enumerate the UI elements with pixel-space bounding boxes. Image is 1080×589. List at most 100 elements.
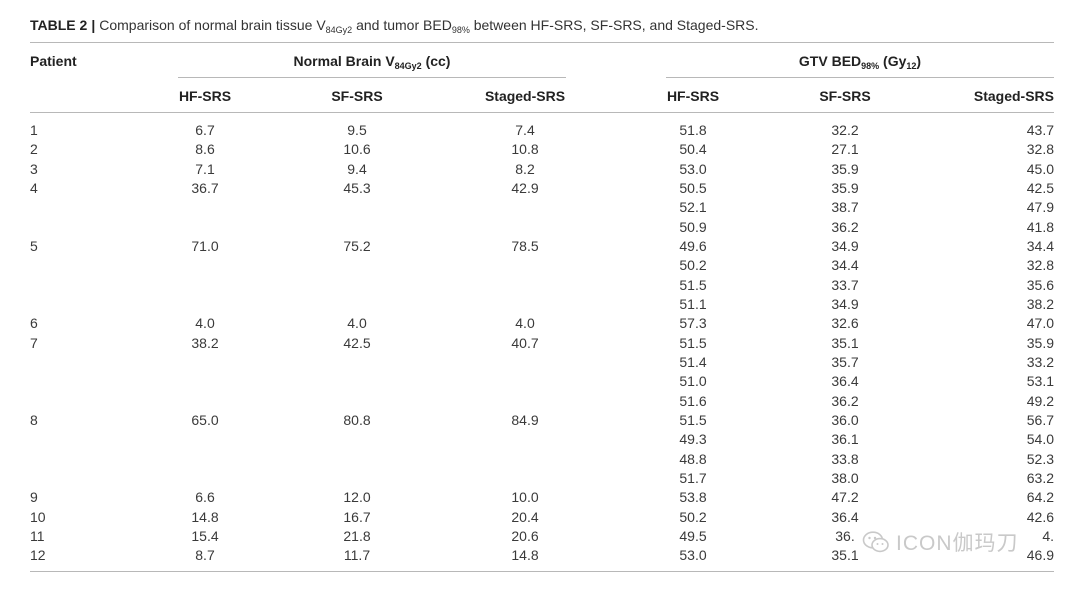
cell-gtv-staged-srs: 41.8 [1026, 218, 1054, 235]
cell-nb-staged-srs: 78.5 [511, 238, 539, 254]
cell-nb-staged-srs: 42.9 [511, 180, 539, 196]
cell-gtv-hf-srs: 53.8 [679, 489, 707, 506]
cell-gtv-sf-srs: 38.7 [831, 199, 859, 216]
header-normal-brain-sub: 84Gy2 [394, 61, 422, 71]
cell-gtv-sf-srs: 33.8 [831, 450, 859, 467]
cell-nb-hf-srs: 6.7 [195, 122, 215, 138]
cell-gtv-staged-srs: 53.1 [1026, 373, 1054, 390]
cell-gtv-sf-srs: 35.1 [831, 334, 859, 351]
cell-patient: 12 [30, 547, 46, 564]
caption-separator: | [91, 17, 96, 33]
cell-gtv-staged-srs: 45.0 [1026, 160, 1054, 177]
watermark-text: ICON伽玛刀 [896, 532, 1019, 555]
cell-gtv-hf-srs: 53.0 [679, 160, 707, 177]
gtv-group-rule [666, 77, 1054, 78]
cell-gtv-staged-srs: 43.7 [1026, 122, 1054, 138]
cell-nb-sf-srs: 4.0 [347, 315, 367, 332]
cell-nb-staged-srs: 10.0 [511, 489, 539, 506]
cell-nb-sf-srs: 12.0 [343, 489, 371, 506]
cell-nb-sf-srs: 10.6 [343, 141, 371, 158]
header-gtv-prefix: GTV BED [798, 53, 862, 69]
cell-gtv-hf-srs: 50.4 [679, 141, 707, 158]
cell-gtv-hf-srs: 51.0 [679, 373, 707, 390]
caption-text-1: Comparison of normal brain tissue V [99, 17, 326, 33]
cell-gtv-hf-srs: 50.2 [679, 257, 707, 274]
cell-gtv-sf-srs: 36. [835, 527, 855, 544]
cell-gtv-hf-srs: 49.6 [679, 238, 707, 254]
cell-nb-hf-srs: 65.0 [191, 411, 219, 428]
cell-nb-staged-srs: 40.7 [511, 334, 539, 351]
cell-nb-sf-srs: 21.8 [343, 527, 371, 544]
cell-nb-sf-srs: 16.7 [343, 508, 371, 525]
cell-nb-hf-srs: 8.6 [195, 141, 215, 158]
cell-gtv-hf-srs: 51.4 [679, 354, 707, 370]
header-gtv-suffix: ) [916, 53, 922, 69]
cell-gtv-staged-srs: 34.4 [1026, 238, 1054, 254]
cell-gtv-staged-srs: 52.3 [1026, 450, 1054, 467]
cell-patient: 8 [30, 411, 38, 428]
cell-nb-staged-srs: 20.4 [511, 508, 539, 525]
cell-patient: 6 [30, 315, 38, 332]
wechat-logo-icon [862, 530, 890, 554]
cell-nb-staged-srs: 14.8 [511, 547, 539, 564]
cell-nb-staged-srs: 8.2 [515, 160, 535, 177]
cell-nb-staged-srs: 84.9 [511, 411, 539, 428]
cell-nb-hf-srs: 6.6 [195, 489, 215, 506]
cell-gtv-sf-srs: 38.0 [831, 469, 859, 486]
cell-gtv-sf-srs: 36.4 [831, 373, 859, 390]
watermark: ICON伽玛刀 [862, 530, 1019, 555]
cell-nb-sf-srs: 9.4 [347, 160, 367, 177]
header-gtv-mid: (Gy [879, 53, 907, 69]
cell-gtv-sf-srs: 27.1 [831, 141, 859, 158]
header-patient: Patient [30, 53, 77, 69]
cell-nb-staged-srs: 7.4 [515, 122, 535, 138]
cell-gtv-hf-srs: 52.1 [679, 199, 707, 216]
cell-gtv-sf-srs: 34.9 [831, 296, 859, 312]
cell-gtv-hf-srs: 50.9 [679, 218, 707, 235]
cell-gtv-hf-srs: 51.1 [679, 296, 707, 312]
cell-gtv-hf-srs: 51.5 [679, 276, 707, 293]
cell-gtv-hf-srs: 53.0 [679, 547, 707, 564]
cell-gtv-staged-srs: 35.6 [1026, 276, 1054, 293]
header-gtv-sub: 98% [861, 61, 880, 71]
cell-gtv-staged-srs: 46.9 [1026, 547, 1054, 564]
cell-gtv-hf-srs: 49.5 [679, 527, 707, 544]
cell-nb-staged-srs: 10.8 [511, 141, 539, 158]
caption-sub-2: 98% [451, 25, 470, 35]
cell-nb-staged-srs: 20.6 [511, 527, 539, 544]
cell-gtv-staged-srs: 64.2 [1026, 489, 1054, 506]
cell-gtv-staged-srs: 63.2 [1026, 469, 1054, 486]
caption-text-2: and tumor BED [352, 17, 452, 33]
cell-gtv-sf-srs: 36.0 [831, 411, 859, 428]
header-normal-brain: Normal Brain V84Gy2 (cc) [294, 53, 451, 71]
cell-gtv-hf-srs: 51.8 [679, 122, 707, 138]
header-normal-brain-prefix: Normal Brain V [293, 53, 395, 69]
cell-gtv-sf-srs: 34.4 [831, 257, 859, 274]
cell-patient: 2 [30, 141, 38, 158]
cell-patient: 4 [30, 180, 38, 196]
header-normal-brain-suffix: (cc) [421, 53, 451, 69]
cell-gtv-staged-srs: 4. [1042, 527, 1054, 544]
cell-patient: 3 [30, 160, 38, 177]
subheader-nb-hf-srs: HF-SRS [178, 88, 232, 104]
cell-gtv-sf-srs: 33.7 [831, 276, 859, 293]
cell-patient: 7 [30, 334, 38, 351]
cell-gtv-staged-srs: 47.9 [1026, 199, 1054, 216]
cell-gtv-sf-srs: 36.4 [831, 508, 859, 525]
cell-gtv-hf-srs: 50.5 [679, 180, 707, 196]
cell-nb-sf-srs: 9.5 [347, 122, 367, 138]
cell-gtv-staged-srs: 49.2 [1026, 392, 1054, 409]
header-gtv-sub2: 12 [906, 61, 917, 71]
cell-gtv-staged-srs: 56.7 [1026, 411, 1054, 428]
cell-gtv-sf-srs: 32.2 [831, 122, 859, 138]
cell-gtv-staged-srs: 47.0 [1026, 315, 1054, 332]
cell-gtv-sf-srs: 35.9 [831, 180, 859, 196]
cell-patient: 11 [30, 527, 45, 544]
cell-gtv-hf-srs: 51.5 [679, 334, 707, 351]
table-top-rule [30, 42, 1054, 43]
cell-patient: 10 [30, 508, 46, 525]
cell-nb-sf-srs: 42.5 [343, 334, 371, 351]
cell-gtv-sf-srs: 36.2 [831, 218, 859, 235]
cell-gtv-staged-srs: 42.5 [1026, 180, 1054, 196]
cell-nb-sf-srs: 11.7 [343, 547, 371, 564]
